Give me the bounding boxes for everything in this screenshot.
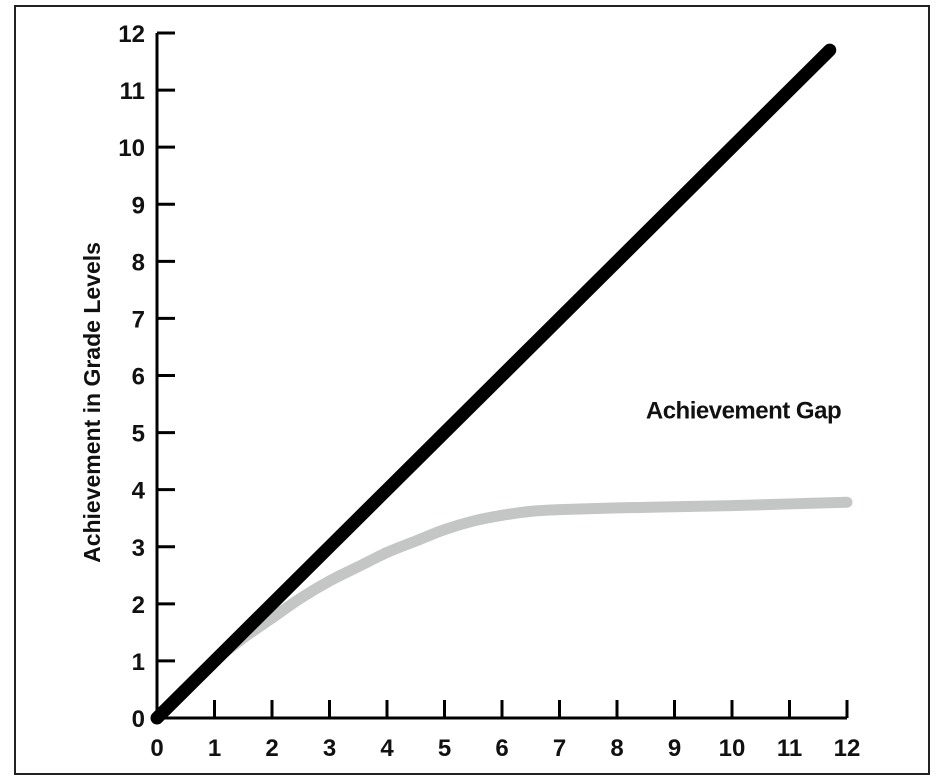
x-tick-label: 0 [150,735,163,762]
x-tick-label: 11 [777,735,802,762]
y-tick-label: 1 [132,649,145,676]
y-tick-label: 8 [132,249,145,276]
y-tick-label: 12 [118,21,145,48]
y-tick-label: 6 [132,364,145,391]
y-tick-label: 3 [132,535,145,562]
x-tick-label: 8 [610,735,623,762]
y-tick-label: 9 [132,192,145,219]
x-tick-label: 4 [380,735,394,762]
x-tick-label: 7 [553,735,566,762]
y-tick-label: 11 [120,78,145,105]
x-tick-label: 9 [668,735,681,762]
y-tick-label: 0 [132,706,145,733]
x-tick-label: 3 [323,735,336,762]
x-tick-label: 10 [719,735,746,762]
expected-growth-line [150,43,837,725]
x-tick-label: 2 [265,735,278,762]
x-tick-label: 1 [208,735,221,762]
y-tick-label: 4 [132,478,146,505]
y-tick-label: 5 [132,421,145,448]
y-tick-label: 2 [132,592,145,619]
chart-frame [14,5,930,775]
y-axis-title: Achievement in Grade Levels [79,242,105,563]
annotation-achievement-gap: Achievement Gap [646,397,841,424]
y-tick-label: 10 [118,135,145,162]
series-layer [150,43,853,725]
x-tick-label: 12 [834,735,861,762]
x-tick-label: 5 [438,735,451,762]
axes [155,31,849,720]
y-tick-label: 7 [132,306,145,333]
x-tick-label: 6 [495,735,508,762]
